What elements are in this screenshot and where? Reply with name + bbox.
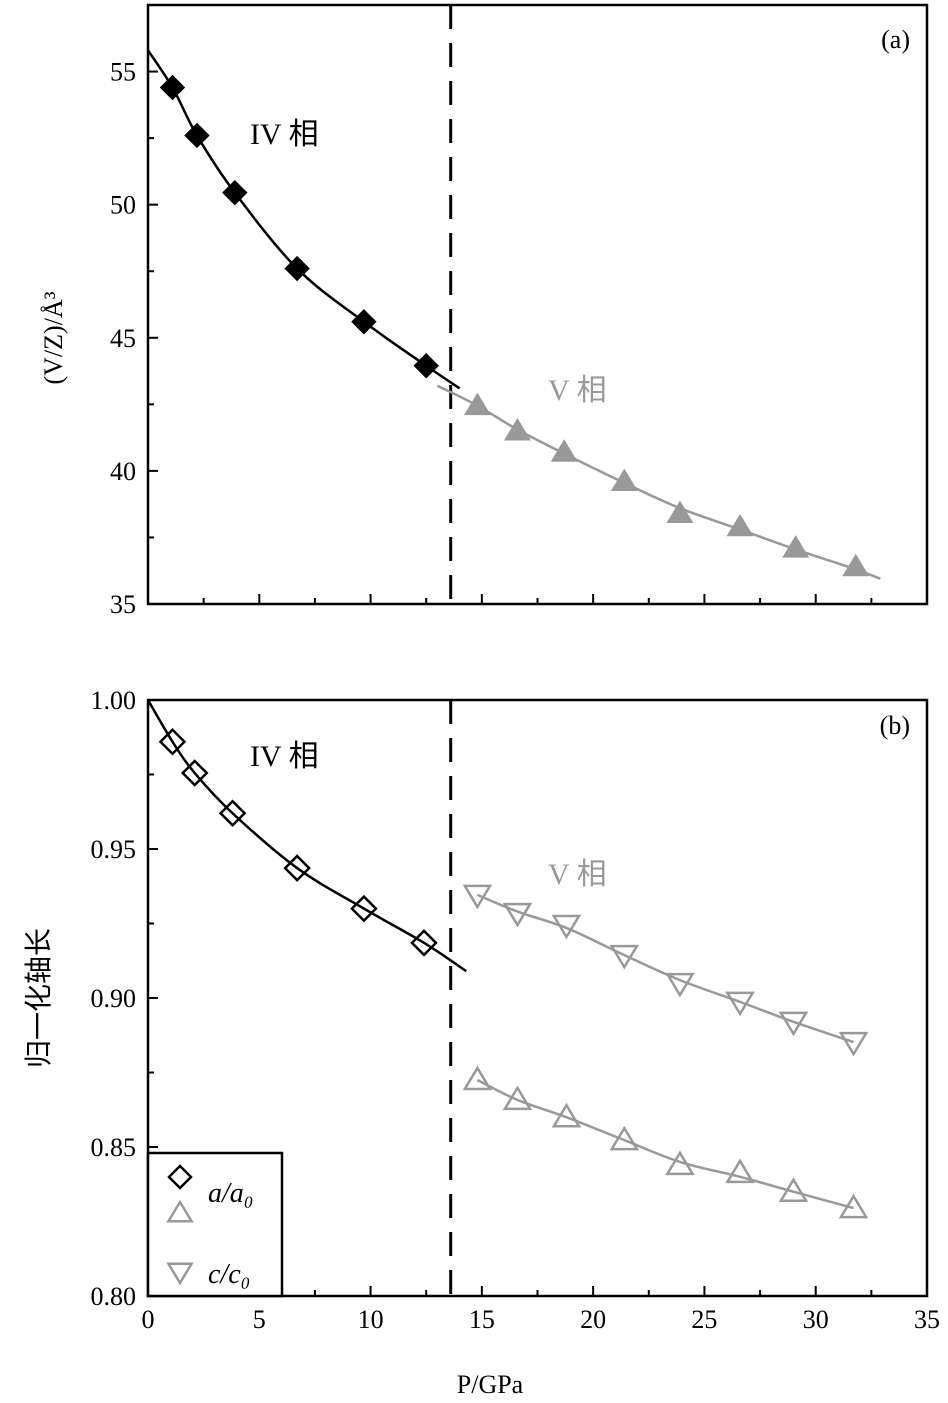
data-point-b-0 [180,759,209,787]
panel-b-annotation-iv: IV 相 [250,740,319,773]
data-point-b-2 [462,884,493,910]
y-tick-label: 45 [110,324,136,353]
data-point-b-1 [838,1193,869,1219]
data-point-a-0 [159,74,186,101]
data-point-a-1 [610,468,638,492]
legend-label-2: c/c₀ [208,1259,250,1290]
data-point-b-0 [218,799,247,828]
y-tick-label: 0.90 [91,984,137,1013]
panel-a-annotation-v: V 相 [548,374,607,407]
x-tick-label: 15 [469,1305,495,1334]
data-point-b-2 [838,1031,869,1057]
legend-marker-1 [166,1199,194,1223]
x-tick-label: 0 [142,1305,155,1334]
panel-b: 0 5 10 15 20 25 30 35 0.80 0.85 0.90 0.95 1.00 a/a₀ c/… [91,686,941,1334]
data-point-a-1 [782,535,810,558]
x-tick-label: 35 [914,1305,940,1334]
y-tick-label: 40 [110,457,136,486]
data-point-a-1 [842,553,870,577]
data-point-b-2 [551,914,582,940]
data-point-b-2 [609,944,640,970]
panel-a-annotation-iv: IV 相 [250,118,319,151]
y-tick-label: 0.95 [91,835,137,864]
y-tick-label: 50 [110,191,136,220]
y-tick-label: 0.85 [91,1133,137,1162]
y-tick-label: 0.80 [91,1282,137,1311]
data-point-b-2 [665,972,695,998]
data-point-b-1 [502,1085,533,1111]
data-point-b-1 [665,1150,695,1176]
x-tick-label: 10 [358,1305,384,1334]
data-point-b-1 [609,1125,640,1151]
data-point-a-0 [351,309,377,335]
y-axis-label-a: (V/Z)/Å³ [39,291,68,384]
data-point-b-0 [283,854,311,882]
data-point-a-1 [550,439,578,462]
legend-marker-0 [167,1164,193,1190]
data-point-a-0 [184,122,210,149]
plot-frame-b [146,698,929,1298]
fit-curve-a-0 [146,49,461,390]
data-point-a-0 [284,255,310,282]
data-point-b-1 [551,1102,582,1128]
x-tick-label: 5 [253,1305,266,1334]
fit-curve-b-2 [476,893,854,1044]
data-point-b-1 [725,1158,755,1184]
legend: a/a₀ c/c₀ [146,1151,284,1298]
data-point-b-2 [778,1011,809,1037]
data-point-b-0 [158,727,187,756]
data-point-b-2 [502,902,533,928]
data-point-a-0 [222,179,248,206]
y-tick-label: 35 [110,590,136,619]
plot-frame-a [146,3,929,606]
data-point-b-1 [778,1177,809,1202]
data-point-b-0 [410,929,438,957]
x-tick-label: 25 [691,1305,717,1334]
data-point-b-0 [350,894,378,923]
panel-b-annotation-v: V 相 [548,858,607,891]
y-axis-label-b: 归一化轴长 [22,928,55,1068]
y-tick-label: 55 [110,58,136,87]
y-tick-label: 1.00 [91,686,137,715]
data-point-a-1 [463,392,491,416]
x-tick-label: 30 [803,1305,829,1334]
x-tick-label: 20 [580,1305,606,1334]
x-axis-label: P/GPa [457,1370,524,1399]
data-point-a-1 [666,500,694,523]
panel-a: 35 40 45 50 55 [110,3,929,619]
fit-curve-b-1 [476,1078,854,1210]
panel-b-label: (b) [880,711,910,740]
data-point-a-1 [503,417,531,441]
data-point-b-1 [462,1065,493,1091]
data-point-a-0 [413,353,439,379]
legend-marker-2 [166,1262,194,1286]
legend-label-0: a/a₀ [208,1178,254,1209]
data-point-b-2 [725,991,755,1017]
panel-a-label: (a) [881,25,910,54]
data-point-a-1 [726,513,754,537]
fit-curve-a-1 [436,384,881,580]
